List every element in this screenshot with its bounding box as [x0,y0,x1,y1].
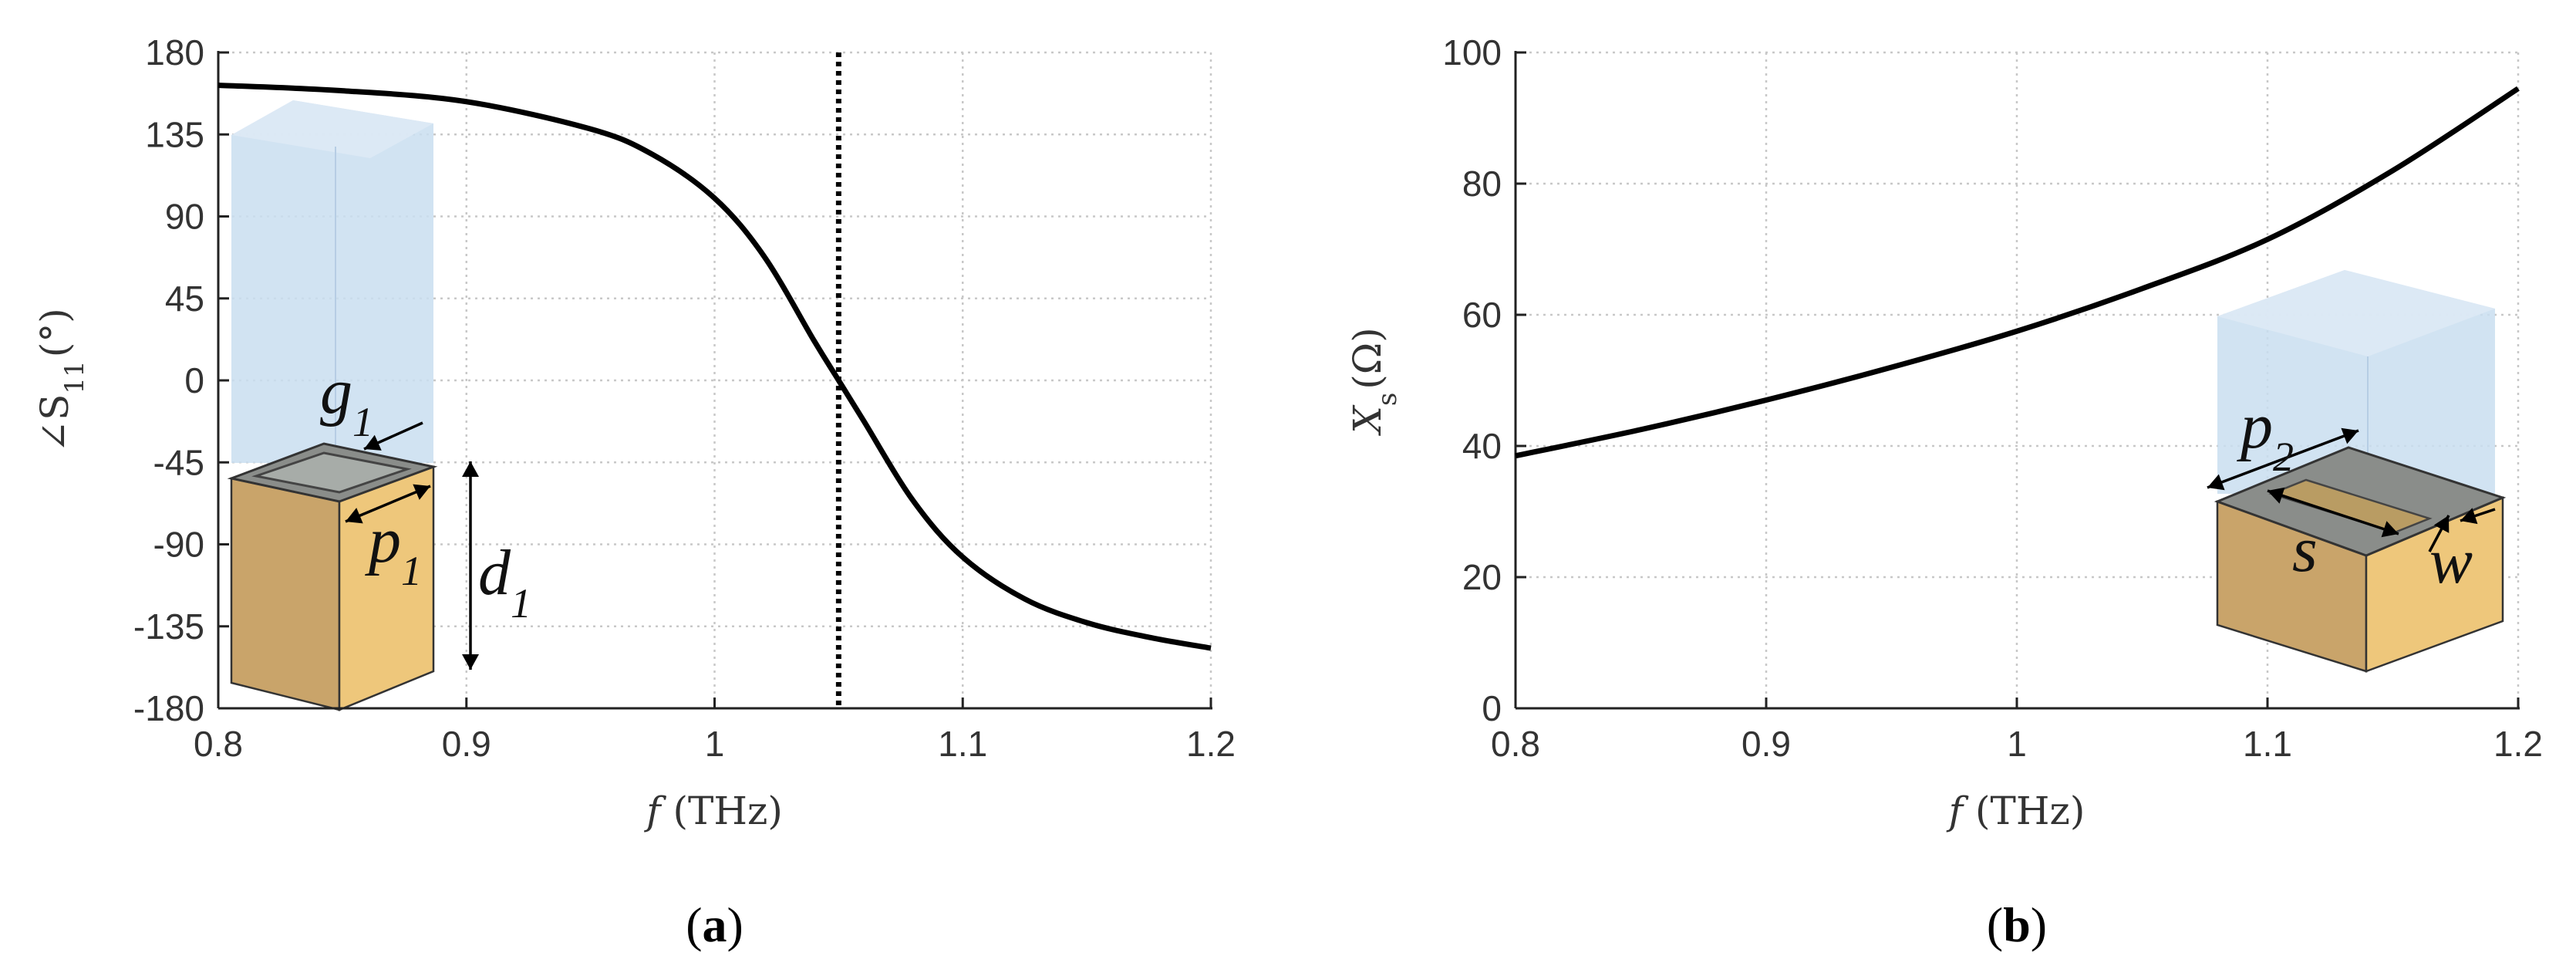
p2-label-sub: 2 [2273,434,2294,480]
y-axis-label-unit: (Ω) [1345,327,1390,389]
y-axis-label-symbol: ∠S [32,394,77,453]
x-tick-label: 0.9 [442,724,491,764]
w-label-letter: w [2429,525,2473,597]
d1-arrow-tail [462,461,479,477]
p1-arrow-tail [346,508,363,524]
panel-label: (b) [1987,897,2047,952]
w-arrow-right-head [2460,508,2478,525]
s-label: s [2292,514,2318,586]
x-tick-label: 1.2 [1186,724,1236,764]
p2-label: p2 [2237,390,2294,480]
x-tick-label: 1 [705,724,725,764]
y-tick-label: 180 [145,32,204,73]
panel-label-letter: b [2003,897,2031,952]
p2-arrow-head [2341,427,2359,444]
d1-label: d1 [478,537,531,627]
substrate-top [231,100,433,158]
y-axis-label-sub: 11 [59,360,90,393]
patch-top [251,451,412,494]
panel-label-close: ) [727,897,743,952]
p2-arrow-tail [2207,474,2225,491]
y-tick-label: -180 [133,688,204,728]
y-tick-label: 135 [145,114,204,154]
substrate-box [231,100,433,463]
y-tick-label: 40 [1462,426,1502,466]
d1-label-letter: d [478,537,511,609]
p2-label-letter: p [2237,390,2273,462]
w-arrow-left-head [2433,515,2450,533]
y-tick-label: 90 [165,197,204,237]
p1-label-letter: p [365,505,401,576]
y-tick-label: 80 [1462,164,1502,204]
panel-b: p2 s w 0.8 0.9 1 1.1 1.2 0 20 40 60 80 100 f (THz) Xs (Ω… [1345,32,2543,952]
panel-label-letter: a [703,897,727,952]
y-tick-label: -45 [153,442,204,482]
x-tick-label: 0.9 [1741,724,1791,764]
y-axis-label-sub: s [1372,393,1403,406]
panel-label-open: ( [686,897,702,952]
x-axis-label: f (THz) [643,789,783,833]
p1-label-sub: 1 [401,548,422,594]
y-axis-label-unit: (°) [32,308,77,357]
x-tick-label: 1.1 [938,724,987,764]
unit-cell-inset-b: p2 s w [2207,270,2507,673]
y-axis-label: ∠S11(°) [32,308,90,452]
series-line [217,83,1212,651]
x-tick-label: 1.2 [2493,724,2543,764]
g1-label-letter: g [320,356,352,427]
x-tick-label: 0.8 [194,724,243,764]
series-line [1515,86,2520,459]
s-arrow-head [2381,521,2399,538]
y-tick-label: 0 [184,360,204,400]
y-tick-label: 100 [1442,32,1502,73]
x-axis-label: f (THz) [1946,789,2085,833]
y-tick-label: 0 [1482,688,1502,728]
y-tick-label: 45 [165,279,204,319]
p1-label: p1 [365,505,422,594]
gold-block-left [230,477,341,711]
p2-arrow-line [2207,429,2359,489]
x-axis-label-unit: (THz) [661,789,783,833]
d1-label-sub: 1 [511,580,531,627]
x-axis-label-unit: (THz) [1963,789,2085,833]
d1-arrow-head [462,654,479,670]
g1-label-sub: 1 [352,399,373,445]
x-tick-label: 0.8 [1491,724,1540,764]
g1-arrow-head [364,434,382,451]
y-tick-label: -135 [133,606,204,647]
s-label-letter: s [2292,514,2318,586]
y-tick-label: 20 [1462,557,1502,597]
g1-label: g1 [320,356,373,445]
x-tick-label: 1 [2007,724,2027,764]
y-axis-label: Xs (Ω) [1345,327,1403,437]
s-arrow-line [2267,489,2399,535]
w-label: w [2429,525,2473,597]
panel-label: (a) [686,897,743,952]
p1-arrow-head [413,484,430,500]
y-tick-label: -90 [153,525,204,565]
substrate-top [2217,270,2495,356]
y-axis-label-symbol: X [1345,404,1390,437]
y-tick-label: 60 [1462,295,1502,335]
x-tick-label: 1.1 [2243,724,2292,764]
s-arrow-tail [2267,487,2285,504]
panel-label-close: ) [2031,897,2047,952]
panel-label-open: ( [1987,897,2003,952]
